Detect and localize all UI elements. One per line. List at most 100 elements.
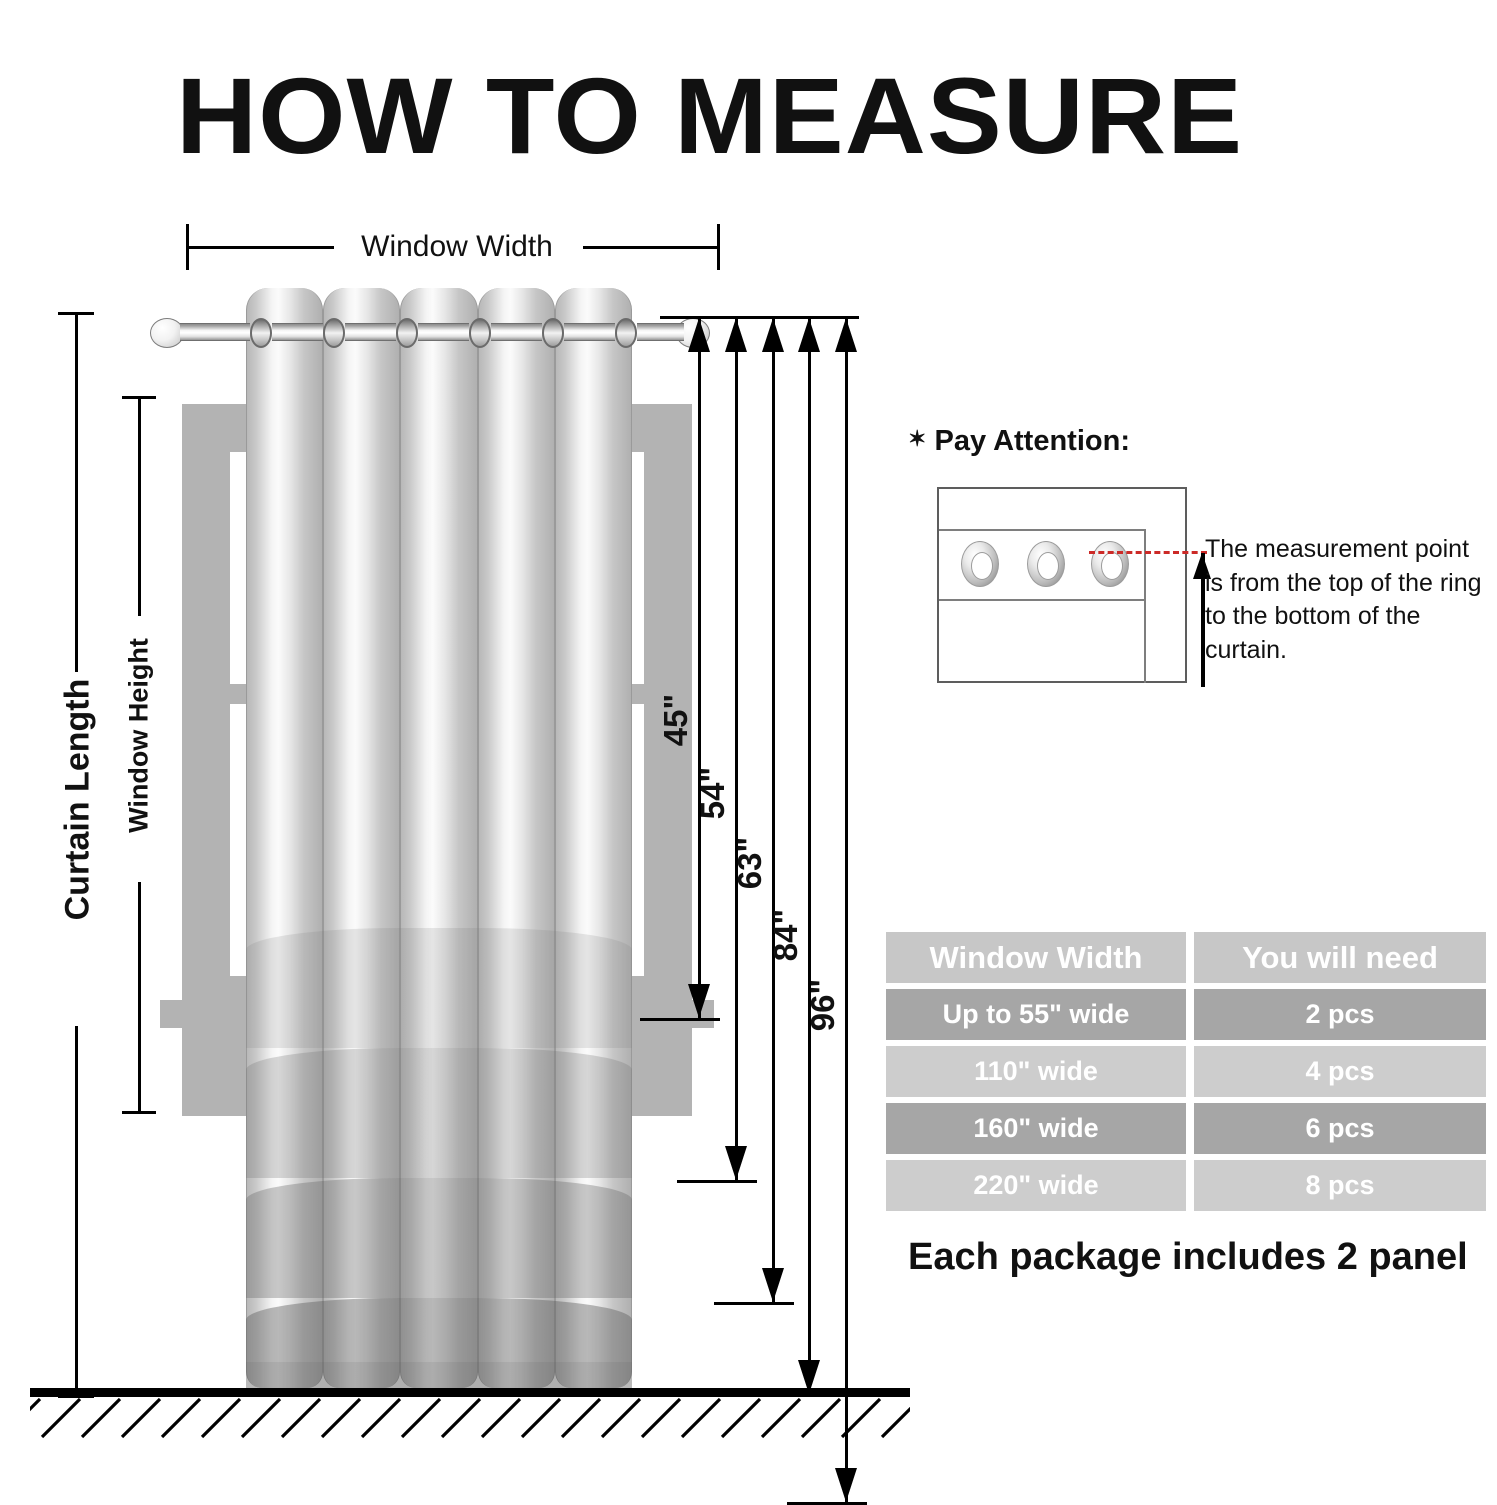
detail-edge-line xyxy=(1144,529,1146,683)
sash-left-stile xyxy=(208,430,230,998)
grommet-icon xyxy=(1027,541,1065,587)
curtain-length-dimension: Curtain Length xyxy=(58,312,97,1398)
curtain-length-label: Curtain Length xyxy=(58,678,97,921)
curtain-length-value: 54" xyxy=(694,766,731,820)
arrowhead-down-icon xyxy=(835,1468,857,1502)
dimension-tick xyxy=(640,1018,720,1021)
curtain-pleat xyxy=(246,288,324,1388)
dimension-stem-bottom xyxy=(138,882,141,1112)
rod-segment xyxy=(180,323,250,341)
floor-hatching xyxy=(30,1397,910,1453)
rod-segment xyxy=(272,323,323,341)
arrowhead-down-icon xyxy=(762,1268,784,1302)
curtain-length-arrow xyxy=(835,318,857,1502)
curtain-pleat xyxy=(554,288,632,1388)
curtain-length-value: 45" xyxy=(657,693,694,747)
pay-attention-note: The measurement point is from the top of… xyxy=(1205,535,1482,664)
table-row: 220" wide 8 pcs xyxy=(886,1160,1486,1211)
grommet-icon xyxy=(542,318,564,348)
curtain-length-value: 63" xyxy=(731,836,768,890)
curtain-length-value: 84" xyxy=(767,908,804,962)
table-row: 110" wide 4 pcs xyxy=(886,1046,1486,1097)
curtain-length-arrow xyxy=(798,318,820,1394)
grommet-icon xyxy=(323,318,345,348)
arrowhead-up-icon xyxy=(1193,553,1211,579)
rod-finial-left xyxy=(150,318,184,348)
table-header-cell: You will need xyxy=(1194,932,1486,983)
curtain-pleat xyxy=(323,288,401,1388)
table-cell-quantity: 4 pcs xyxy=(1194,1046,1486,1097)
table-row: Up to 55" wide 2 pcs xyxy=(886,989,1486,1040)
page-title: HOW TO MEASURE xyxy=(176,55,1244,176)
detail-hem-line-top xyxy=(939,529,1144,531)
pay-attention-heading: ✶ Pay Attention: xyxy=(908,425,1130,458)
table-cell-window-width: Up to 55" wide xyxy=(886,989,1186,1040)
pay-attention-heading-text: Pay Attention: xyxy=(934,425,1130,457)
curtain-length-options: 45" 54" 63" 84" 96" xyxy=(640,316,880,1505)
table-cell-quantity: 6 pcs xyxy=(1194,1103,1486,1154)
grommet-icon xyxy=(615,318,637,348)
table-cell-window-width: 220" wide xyxy=(886,1160,1186,1211)
rod-segment xyxy=(564,323,615,341)
sash-right-stile xyxy=(644,430,666,998)
arrowhead-down-icon xyxy=(688,984,710,1018)
rod-segment xyxy=(418,323,469,341)
dimension-tick xyxy=(677,1180,757,1183)
rod-segment xyxy=(637,323,684,341)
arrowhead-up-icon xyxy=(762,318,784,352)
dimension-stem-top xyxy=(138,398,141,616)
frame-left-jamb xyxy=(182,404,208,1116)
rod-segment xyxy=(345,323,396,341)
floor-line xyxy=(30,1388,910,1397)
table-header-cell: Window Width xyxy=(886,932,1186,983)
table-row: 160" wide 6 pcs xyxy=(886,1103,1486,1154)
frame-right-jamb xyxy=(666,404,692,1116)
table-cell-quantity: 2 pcs xyxy=(1194,989,1486,1040)
dimension-cap-left xyxy=(186,224,189,270)
grommet-icon xyxy=(1091,541,1129,587)
grommet-icon xyxy=(396,318,418,348)
dimension-rule-right xyxy=(583,246,718,249)
curtain-pleat xyxy=(400,288,478,1388)
table-cell-window-width: 160" wide xyxy=(886,1103,1186,1154)
dimension-cap-bottom xyxy=(122,1111,156,1114)
window-height-label: Window Height xyxy=(123,638,154,833)
curtain-length-arrow xyxy=(762,318,784,1302)
dimension-cap-top xyxy=(58,312,94,315)
rod-segment xyxy=(491,323,542,341)
measurement-arrow xyxy=(1193,553,1211,687)
table-cell-quantity: 8 pcs xyxy=(1194,1160,1486,1211)
arrowhead-down-icon xyxy=(725,1146,747,1180)
grommet-icon xyxy=(250,318,272,348)
curtain-pleat xyxy=(477,288,555,1388)
grommet-detail-illustration xyxy=(937,487,1211,687)
dimension-stem-top xyxy=(75,314,78,672)
window-height-dimension: Window Height xyxy=(122,396,156,1114)
window-width-dimension: Window Width xyxy=(186,224,720,270)
dimension-rule-left xyxy=(188,246,334,249)
window-width-label: Window Width xyxy=(361,230,553,263)
table-header-row: Window Width You will need xyxy=(886,932,1486,983)
grommet-icon xyxy=(961,541,999,587)
dimension-top-rail xyxy=(660,316,859,319)
table-cell-window-width: 110" wide xyxy=(886,1046,1186,1097)
curtain-length-arrow xyxy=(725,318,747,1180)
dimension-stem-bottom xyxy=(75,1026,78,1396)
star-icon: ✶ xyxy=(908,426,927,451)
curtain-length-value: 96" xyxy=(804,978,841,1032)
arrowhead-up-icon xyxy=(835,318,857,352)
package-note: Each package includes 2 panel xyxy=(908,1236,1468,1278)
arrowhead-up-icon xyxy=(798,318,820,352)
sizing-table: Window Width You will need Up to 55" wide 2… xyxy=(886,932,1486,1217)
dimension-cap-top xyxy=(122,396,156,399)
arrowhead-up-icon xyxy=(725,318,747,352)
curtain-length-arrow xyxy=(688,318,710,1018)
dimension-cap-right xyxy=(717,224,720,270)
dimension-tick xyxy=(714,1302,794,1305)
arrowhead-down-icon xyxy=(798,1360,820,1394)
curtain-rod xyxy=(150,312,710,352)
measurement-start-line xyxy=(1089,551,1207,554)
grommet-icon xyxy=(469,318,491,348)
arrowhead-up-icon xyxy=(688,318,710,352)
